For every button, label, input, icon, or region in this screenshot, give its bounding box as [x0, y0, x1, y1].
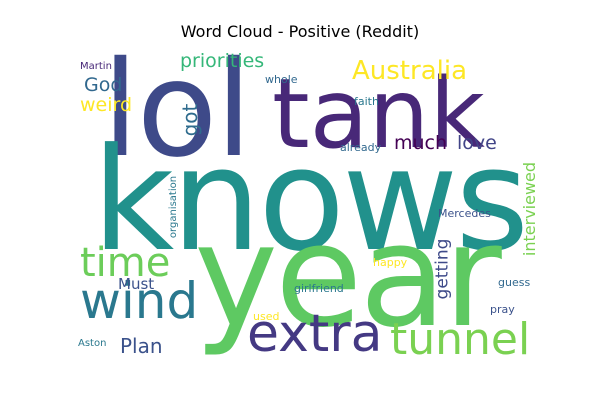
word-pray: pray	[490, 303, 515, 316]
word-organisation: organisation	[168, 175, 179, 239]
word-wind: wind	[80, 272, 199, 330]
word-got: got	[178, 103, 202, 137]
word-lol: lol	[102, 33, 252, 187]
word-year: year	[194, 194, 502, 359]
word-plan: Plan	[120, 334, 163, 358]
word-tunnel: tunnel	[390, 314, 531, 365]
word-must: Must	[118, 275, 155, 293]
word-weird: weird	[80, 94, 133, 116]
word-mercedes: Mercedes	[438, 207, 491, 220]
word-australia: Australia	[352, 56, 468, 86]
word-priorities: priorities	[180, 50, 265, 72]
word-god: God	[84, 74, 123, 96]
word-tank: tank	[272, 58, 485, 170]
word-martin: Martin	[80, 61, 112, 72]
word-cloud: lol tank knows year wind extra tunnel ti…	[72, 44, 539, 370]
word-time: time	[80, 240, 171, 286]
word-faith: faith	[354, 95, 379, 108]
word-already: already	[340, 141, 382, 154]
word-getting: getting	[432, 238, 453, 300]
word-happy: happy	[373, 256, 408, 269]
word-aston: Aston	[78, 338, 107, 349]
word-whole: whole	[265, 73, 298, 86]
word-love: love	[457, 132, 497, 154]
word-interviewed: interviewed	[520, 161, 539, 257]
word-girlfriend: girlfriend	[294, 282, 344, 295]
word-much: much	[394, 132, 448, 154]
word-guess: guess	[498, 276, 531, 289]
word-knows: knows	[92, 118, 529, 283]
word-extra: extra	[247, 304, 383, 364]
word-used: used	[253, 310, 280, 323]
chart-title: Word Cloud - Positive (Reddit)	[180, 22, 420, 41]
